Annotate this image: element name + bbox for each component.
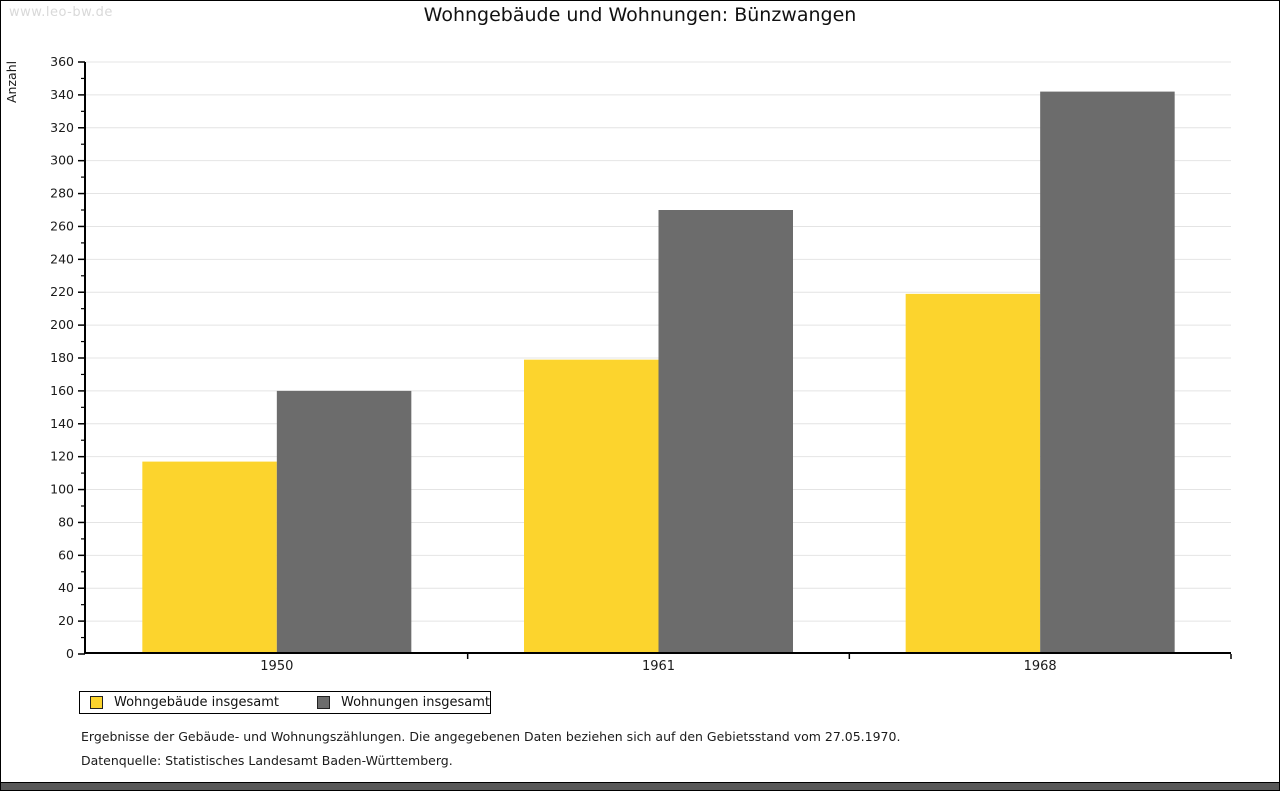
bar-1961-wohngebaeude: [524, 359, 659, 654]
y-axis-title: Anzahl: [4, 61, 19, 103]
y-tick-label: 260: [50, 218, 74, 233]
footnote-survey-note: Ergebnisse der Gebäude- und Wohnungszähl…: [81, 729, 901, 744]
bar-1950-wohngebaeude: [142, 461, 277, 654]
legend-item-wohnungen: Wohnungen insgesamt: [317, 695, 490, 710]
legend-swatch-gray-icon: [317, 696, 330, 709]
y-tick-label: 360: [50, 54, 74, 69]
chart-legend: Wohngebäude insgesamt Wohnungen insgesam…: [79, 691, 491, 714]
y-tick-label: 160: [50, 383, 74, 398]
x-tick-label: 1961: [642, 659, 675, 674]
y-tick-label: 100: [50, 482, 74, 497]
chart-title: Wohngebäude und Wohnungen: Bünzwangen: [423, 4, 857, 26]
x-tick-label: 1950: [260, 659, 293, 674]
y-tick-label: 320: [50, 120, 74, 135]
y-tick-label: 220: [50, 284, 74, 299]
y-tick-label: 180: [50, 350, 74, 365]
x-tick-label: 1968: [1024, 659, 1057, 674]
y-tick-label: 40: [58, 580, 74, 595]
legend-label-wohnungen: Wohnungen insgesamt: [341, 695, 490, 710]
legend-swatch-yellow-icon: [90, 696, 103, 709]
y-tick-label: 200: [50, 317, 74, 332]
y-tick-label: 240: [50, 251, 74, 266]
footnote-data-source: Datenquelle: Statistisches Landesamt Bad…: [81, 753, 453, 768]
bar-1961-wohnungen: [658, 210, 793, 654]
bar-chart-canvas: 1950 1961 1968 0 20 40 60 80 100 120 140 160 180 200 2…: [4, 54, 1232, 674]
y-tick-label: 300: [50, 153, 74, 168]
bar-1950-wohnungen: [276, 390, 412, 654]
y-tick-label: 280: [50, 186, 74, 201]
bar-1968-wohnungen: [1040, 91, 1175, 655]
y-tick-label: 140: [50, 416, 74, 431]
y-tick-label: 60: [58, 547, 74, 562]
y-tick-label: 0: [66, 646, 74, 661]
y-tick-label: 120: [50, 449, 74, 464]
legend-item-wohngebaeude: Wohngebäude insgesamt: [90, 695, 279, 710]
bottom-strip: [1, 782, 1279, 790]
y-tick-label: 340: [50, 87, 74, 102]
legend-label-wohngebaeude: Wohngebäude insgesamt: [114, 695, 279, 710]
watermark-url: www.leo-bw.de: [9, 5, 113, 20]
bar-1968-wohngebaeude: [905, 293, 1041, 654]
y-tick-label: 20: [58, 613, 74, 628]
y-tick-label: 80: [58, 514, 74, 529]
